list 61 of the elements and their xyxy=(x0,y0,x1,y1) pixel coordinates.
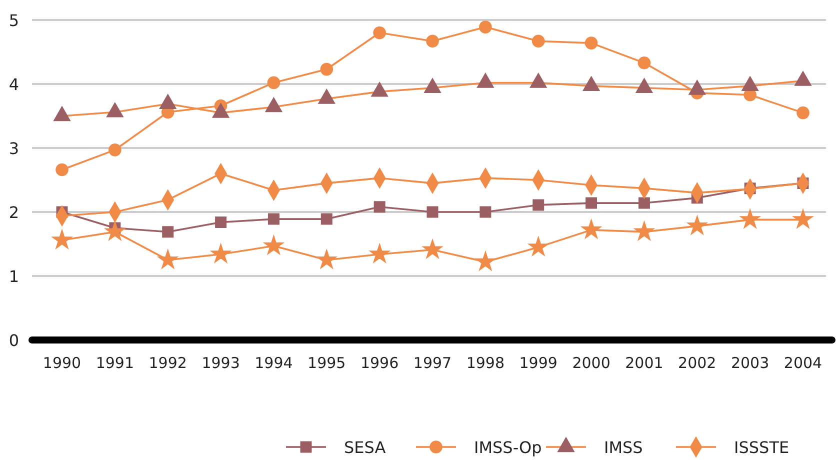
legend-label: SESA xyxy=(344,438,386,457)
y-tick-label: 4 xyxy=(8,75,20,94)
point xyxy=(532,199,544,211)
point xyxy=(581,220,602,238)
point xyxy=(316,250,337,269)
x-tick-label: 2000 xyxy=(572,354,610,372)
point xyxy=(158,250,178,269)
point xyxy=(108,144,122,156)
x-tick-label: 1997 xyxy=(413,354,452,372)
y-tick-label: 2 xyxy=(8,203,20,222)
x-tick-label: 2003 xyxy=(730,354,770,372)
point xyxy=(634,221,654,240)
x-tick-label: 1992 xyxy=(148,354,187,372)
point xyxy=(162,226,174,238)
point xyxy=(638,56,651,70)
x-tick-label: 1998 xyxy=(466,354,505,372)
point xyxy=(584,36,598,50)
point xyxy=(740,209,760,228)
point xyxy=(796,106,810,120)
point xyxy=(793,209,813,228)
legend-label: ISSSTE xyxy=(734,438,790,457)
point xyxy=(52,230,72,249)
x-tick-label: 1996 xyxy=(360,354,399,372)
legend-label: IMSS-Op xyxy=(474,438,542,457)
point xyxy=(374,201,386,213)
point xyxy=(532,34,545,48)
point xyxy=(320,62,334,76)
x-tick-label: 2001 xyxy=(625,354,664,372)
point xyxy=(373,26,386,40)
point xyxy=(426,34,439,48)
point xyxy=(268,213,280,225)
point xyxy=(480,206,492,218)
point xyxy=(320,213,332,225)
x-tick-label: 2004 xyxy=(784,354,822,372)
x-tick-label: 1993 xyxy=(202,354,240,372)
point xyxy=(476,252,496,270)
point xyxy=(56,163,68,176)
y-tick-label: 5 xyxy=(8,11,20,30)
point xyxy=(267,76,280,90)
x-tick-label: 1994 xyxy=(254,354,293,372)
point xyxy=(479,20,492,34)
legend-label: IMSS xyxy=(604,438,643,457)
point xyxy=(210,244,231,263)
point xyxy=(687,216,708,235)
x-tick-label: 2002 xyxy=(678,354,716,372)
point xyxy=(586,197,598,209)
point xyxy=(422,239,442,258)
point xyxy=(264,236,284,254)
x-tick-label: 1990 xyxy=(42,354,82,372)
x-tick-label: 1999 xyxy=(519,354,558,372)
y-tick-label: 1 xyxy=(8,267,20,286)
y-tick-label: 3 xyxy=(8,139,20,158)
point xyxy=(105,221,125,240)
x-tick-label: 1995 xyxy=(308,354,346,372)
point xyxy=(528,236,548,256)
point xyxy=(215,216,227,228)
point xyxy=(370,244,390,263)
y-tick-label: 0 xyxy=(8,331,20,350)
point xyxy=(638,197,650,209)
x-tick-label: 1991 xyxy=(96,354,134,372)
point xyxy=(426,206,438,218)
